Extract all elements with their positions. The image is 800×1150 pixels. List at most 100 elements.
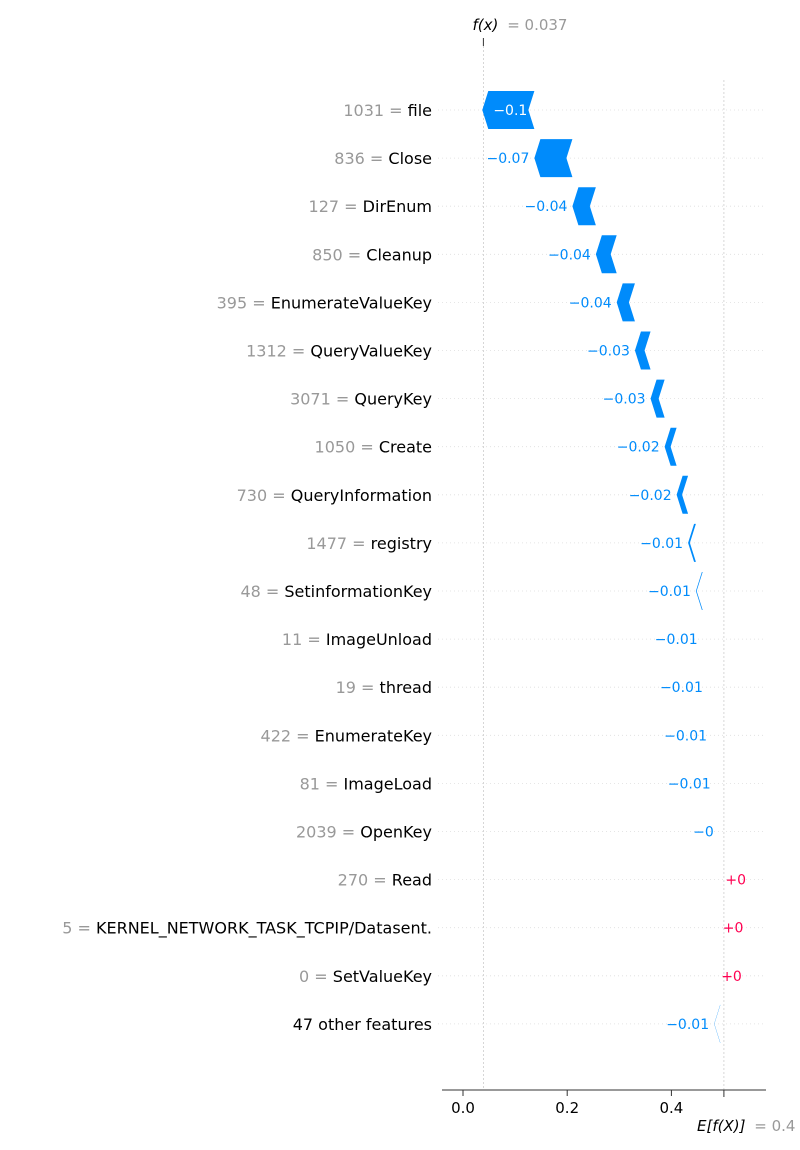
- feature-label: 730 = QueryInformation: [237, 486, 432, 505]
- feature-name: file: [408, 101, 432, 120]
- contribution-label: +0: [723, 921, 744, 937]
- feature-value: 0 =: [299, 967, 333, 986]
- feature-name: EnumerateKey: [315, 726, 432, 745]
- feature-row: 850 = Cleanup −0.04: [312, 235, 766, 274]
- x-tick-label: 0.2: [555, 1099, 579, 1117]
- feature-value: 2039 =: [296, 823, 360, 842]
- positive-contribution-bar: [716, 908, 718, 947]
- feature-row: 730 = QueryInformation −0.02: [237, 475, 766, 514]
- contribution-label: −0.01: [666, 1017, 709, 1033]
- contribution-label: −0.01: [640, 536, 683, 552]
- expected-name: E[f(X)]: [697, 1117, 746, 1135]
- negative-contribution-bar: [712, 716, 716, 755]
- feature-name: SetinformationKey: [284, 582, 432, 601]
- feature-row: 1312 = QueryValueKey −0.03: [246, 331, 766, 370]
- feature-row: 2039 = OpenKey −0: [296, 812, 766, 851]
- negative-contribution-bar: [650, 379, 665, 418]
- expected-label: E[f(X)] = 0.4: [697, 1117, 795, 1135]
- feature-name: Read: [392, 871, 432, 890]
- feature-name: QueryKey: [354, 390, 432, 409]
- negative-contribution-bar: [634, 331, 651, 370]
- feature-value: 1477 =: [306, 534, 370, 553]
- feature-row: 127 = DirEnum −0.04: [309, 187, 766, 226]
- feature-row: 81 = ImageLoad −0.01: [300, 764, 766, 803]
- feature-label: 270 = Read: [338, 871, 432, 890]
- negative-contribution-bar: [482, 91, 535, 129]
- feature-row: 270 = Read +0: [338, 860, 766, 899]
- negative-contribution-bar: [664, 427, 677, 466]
- contribution-label: −0.02: [617, 440, 660, 456]
- negative-contribution-bar: [616, 283, 635, 322]
- feature-value: 3071 =: [290, 390, 354, 409]
- contribution-label: −0.01: [655, 632, 698, 648]
- feature-value: 5 =: [62, 919, 96, 938]
- feature-name: QueryInformation: [291, 486, 432, 505]
- feature-name: QueryValueKey: [310, 342, 432, 361]
- feature-row: 0 = SetValueKey +0: [299, 956, 766, 995]
- feature-value: 395 =: [217, 293, 271, 312]
- feature-row: 3071 = QueryKey −0.03: [290, 379, 766, 418]
- feature-name: SetValueKey: [333, 967, 432, 986]
- feature-label: 1477 = registry: [306, 534, 432, 553]
- negative-contribution-bar: [595, 235, 617, 274]
- feature-row: 1031 = file −0.1: [343, 91, 766, 129]
- fx-value: = 0.037: [507, 16, 567, 34]
- feature-name: OpenKey: [360, 823, 432, 842]
- contribution-label: −0.1: [493, 103, 527, 119]
- contribution-label: −0.04: [548, 247, 591, 263]
- feature-label: 5 = KERNEL_NETWORK_TASK_TCPIP/Datasent.: [62, 919, 432, 939]
- feature-name: ImageLoad: [344, 774, 433, 793]
- feature-label: 127 = DirEnum: [309, 197, 432, 216]
- feature-label: 422 = EnumerateKey: [261, 726, 432, 745]
- feature-name: registry: [371, 534, 432, 553]
- feature-label: 19 = thread: [336, 678, 432, 697]
- feature-name: Create: [379, 438, 432, 457]
- feature-value: 81 =: [300, 774, 344, 793]
- fx-label: f(x) = 0.037: [473, 16, 568, 34]
- feature-row: 47 other features −0.01: [293, 1004, 766, 1043]
- fx-name: f(x): [473, 16, 499, 34]
- feature-label: 1312 = QueryValueKey: [246, 342, 432, 361]
- feature-row: 422 = EnumerateKey −0.01: [261, 716, 766, 755]
- contribution-label: −0.01: [664, 728, 707, 744]
- feature-row: 1477 = registry −0.01: [306, 523, 766, 562]
- x-tick-label: 0.4: [659, 1099, 683, 1117]
- contribution-label: −0.03: [603, 392, 646, 408]
- feature-row: 836 = Close −0.07: [334, 139, 766, 178]
- contribution-label: −0.01: [668, 776, 711, 792]
- feature-value: 836 =: [334, 149, 388, 168]
- negative-contribution-bar: [695, 572, 703, 610]
- feature-name: Close: [388, 149, 432, 168]
- feature-row: 5 = KERNEL_NETWORK_TASK_TCPIP/Datasent. +…: [62, 908, 766, 947]
- feature-value: 127 =: [309, 197, 363, 216]
- negative-contribution-bar: [688, 523, 696, 562]
- feature-value: 270 =: [338, 871, 392, 890]
- feature-name: Cleanup: [366, 245, 432, 264]
- contribution-label: −0.03: [587, 344, 630, 360]
- feature-label: 3071 = QueryKey: [290, 390, 432, 409]
- feature-name: KERNEL_NETWORK_TASK_TCPIP/Datasent.: [96, 919, 432, 939]
- feature-name: DirEnum: [363, 197, 432, 216]
- feature-label: 81 = ImageLoad: [300, 774, 432, 793]
- negative-contribution-bar: [718, 812, 721, 851]
- contribution-label: −0: [693, 825, 714, 841]
- feature-name: EnumerateValueKey: [271, 293, 432, 312]
- feature-rows: 1031 = file −0.1 836 = Close −0.07 127 = Dir…: [62, 91, 766, 1043]
- feature-row: 1050 = Create −0.02: [315, 427, 766, 466]
- feature-label: 836 = Close: [334, 149, 432, 168]
- contribution-label: +0: [725, 873, 746, 889]
- feature-row: 48 = SetinformationKey −0.01: [240, 572, 766, 610]
- feature-name: ImageUnload: [326, 630, 432, 649]
- feature-label: 11 = ImageUnload: [282, 630, 432, 649]
- feature-value: 422 =: [261, 726, 315, 745]
- feature-label: 395 = EnumerateValueKey: [217, 293, 432, 312]
- feature-value: 1312 =: [246, 342, 310, 361]
- feature-row: 11 = ImageUnload −0.01: [282, 620, 766, 659]
- contribution-label: −0.02: [629, 488, 672, 504]
- feature-value: 19 =: [336, 678, 380, 697]
- feature-name: thread: [380, 678, 432, 697]
- feature-label: 48 = SetinformationKey: [240, 582, 432, 601]
- feature-label: 850 = Cleanup: [312, 245, 432, 264]
- feature-label: 1050 = Create: [315, 438, 432, 457]
